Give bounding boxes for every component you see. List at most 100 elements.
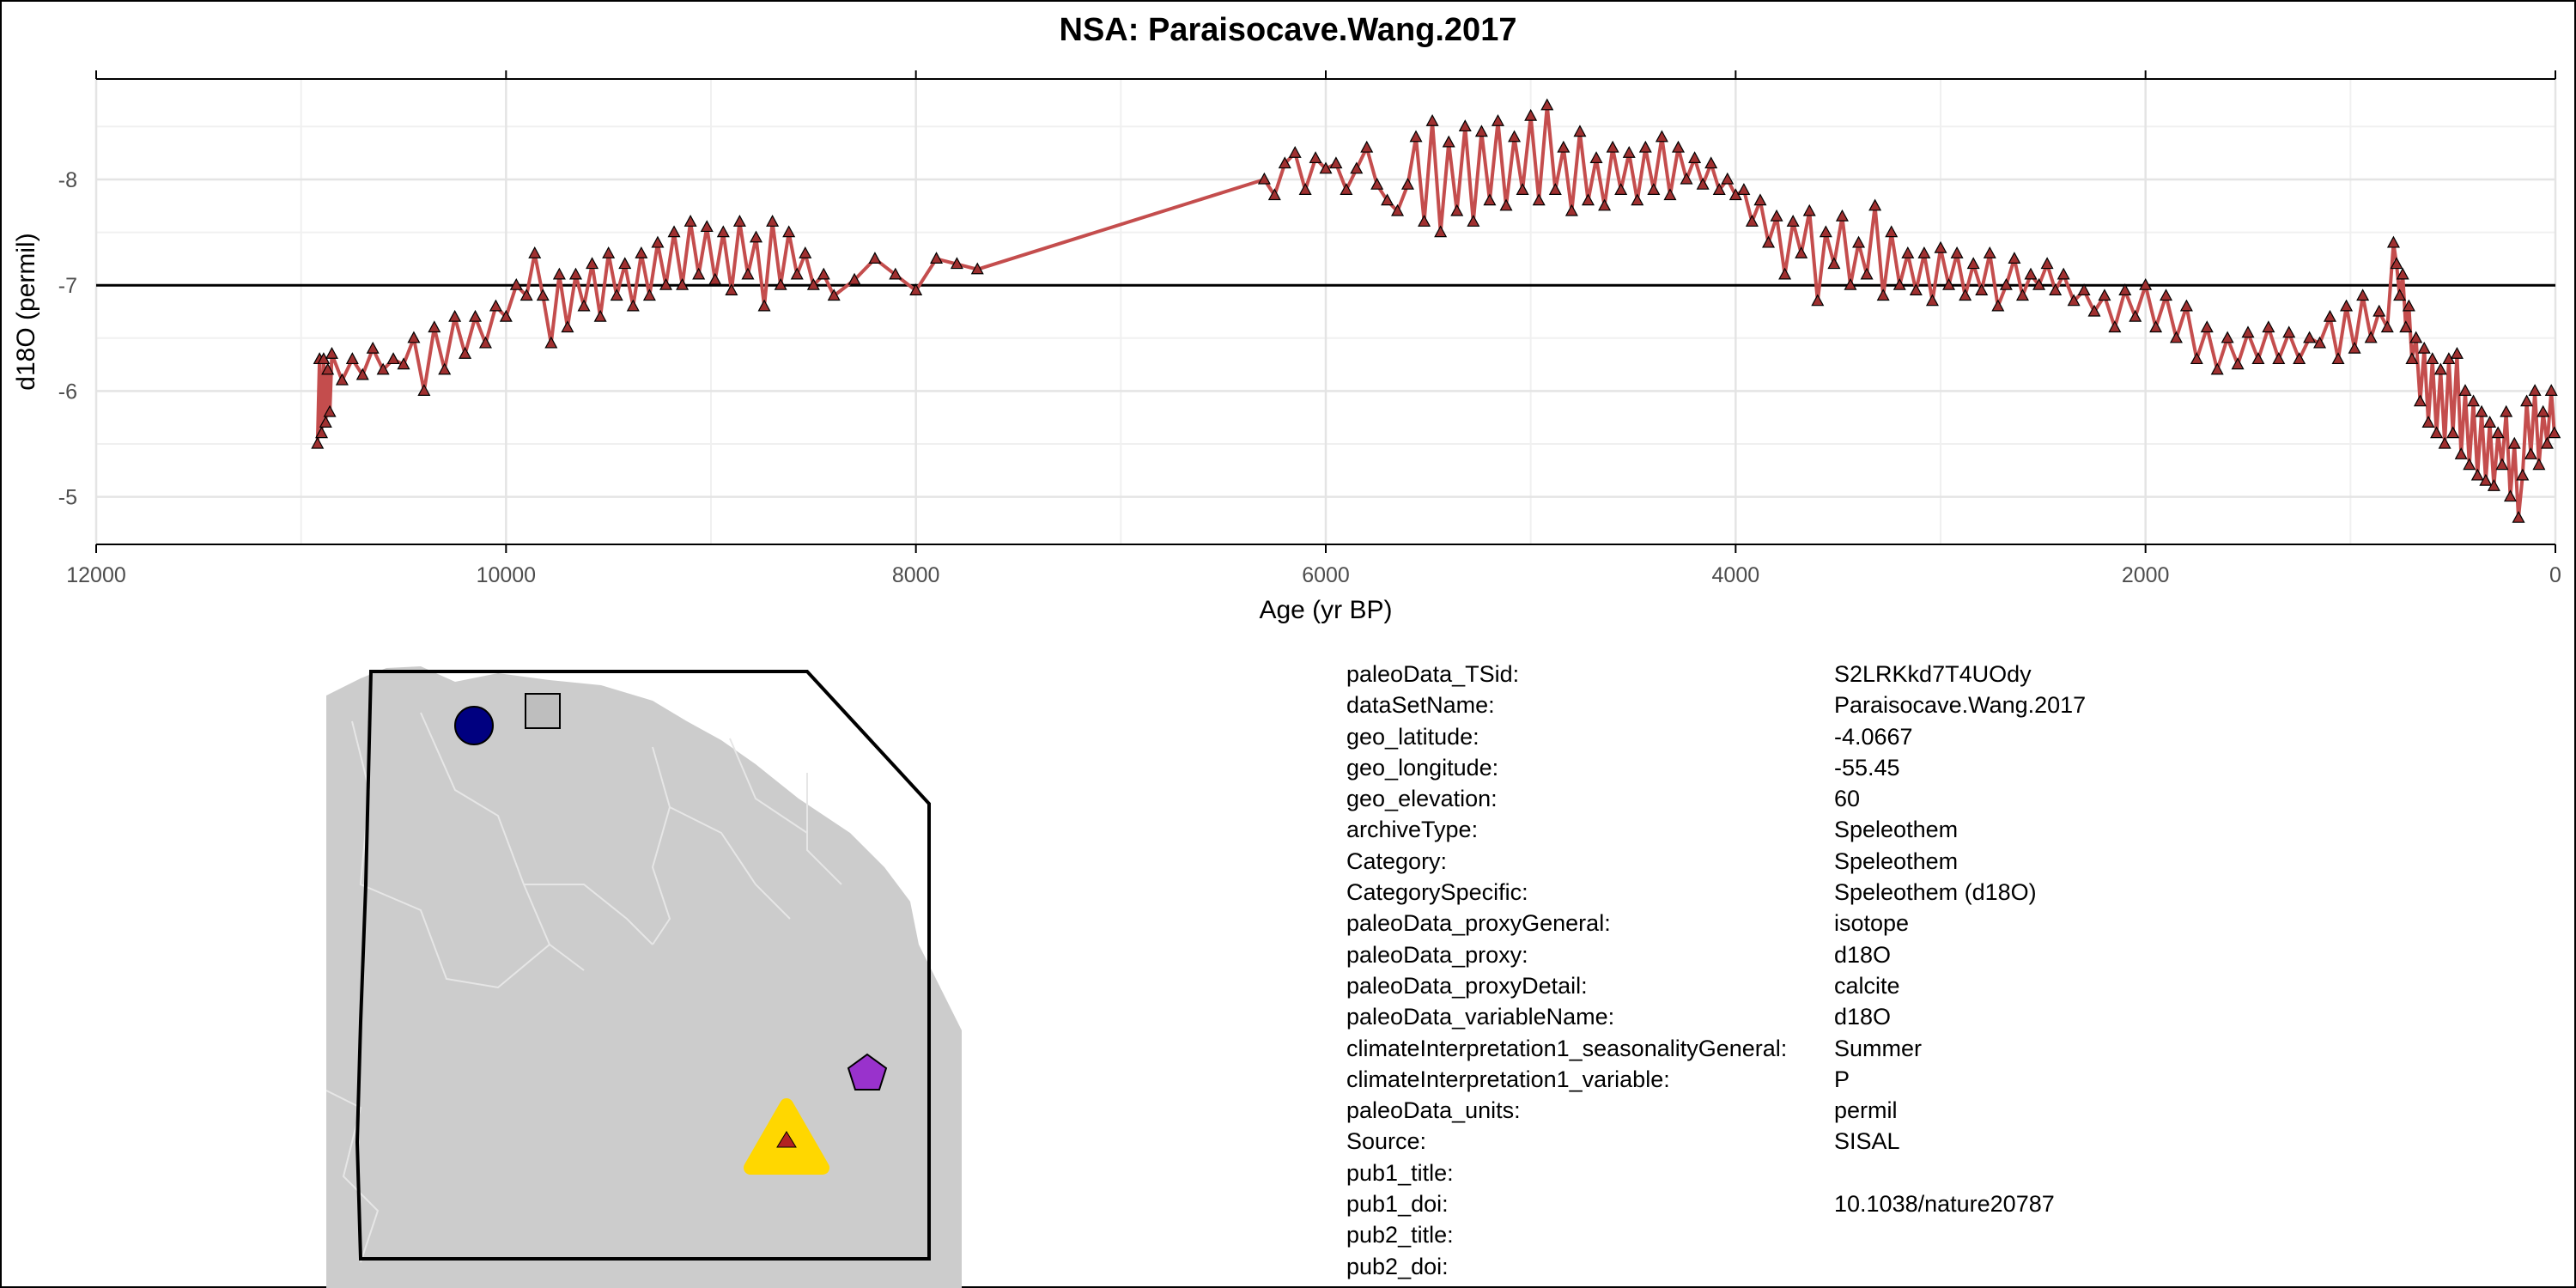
metadata-key: Category: xyxy=(1346,848,1448,874)
data-point xyxy=(2057,267,2070,280)
data-point xyxy=(1409,130,1423,143)
data-point xyxy=(2544,384,2558,396)
metadata-row: geo_latitude: -4.0667 xyxy=(1346,721,2257,752)
data-point xyxy=(1762,235,1776,248)
data-point xyxy=(2303,331,2317,343)
metadata-value: P xyxy=(1834,1066,1850,1092)
data-point xyxy=(1483,193,1497,206)
data-point xyxy=(1885,225,1899,238)
data-point xyxy=(806,277,820,290)
x-tick-label: 6000 xyxy=(1302,563,1350,587)
metadata-key: pub1_doi: xyxy=(1346,1191,1449,1218)
land-mass xyxy=(326,666,962,1288)
data-point xyxy=(2495,458,2509,471)
data-point xyxy=(635,246,648,258)
data-point xyxy=(1950,246,1964,258)
data-point xyxy=(970,262,984,275)
metadata-table: paleoData_TSid: S2LRKkd7T4UOdy dataSetName… xyxy=(1346,659,2257,1282)
data-point xyxy=(1418,215,1431,227)
data-point xyxy=(2221,331,2234,343)
metadata-value: Speleothem xyxy=(1834,848,1959,874)
metadata-value xyxy=(1834,1219,2257,1250)
data-point xyxy=(2179,299,2193,312)
data-point xyxy=(1581,193,1595,206)
data-point xyxy=(386,352,400,365)
data-point xyxy=(1589,151,1603,163)
data-point xyxy=(2231,357,2245,370)
data-point xyxy=(2348,341,2361,354)
data-point xyxy=(1319,161,1333,174)
data-point xyxy=(2405,352,2419,365)
x-tick-label: 0 xyxy=(2549,563,2561,587)
y-tick-label: -8 xyxy=(58,168,77,192)
data-point xyxy=(2098,289,2111,301)
data-point xyxy=(602,246,616,258)
data-point xyxy=(1391,204,1405,216)
metadata-row: Category: Speleothem xyxy=(1346,846,2257,877)
data-point xyxy=(561,320,574,333)
data-point xyxy=(1688,151,1702,163)
data-point xyxy=(1631,193,1644,206)
data-point xyxy=(2169,331,2183,343)
data-point xyxy=(478,336,492,349)
metadata-row: paleoData_proxyGeneral: isotope xyxy=(1346,908,2257,939)
data-point xyxy=(568,267,582,280)
data-point xyxy=(1901,246,1915,258)
data-point xyxy=(1680,172,1693,185)
metadata-row: climateInterpretation1_seasonalityGenera… xyxy=(1346,1033,2257,1064)
metadata-row: archiveType: Speleothem xyxy=(1346,814,2257,845)
data-point xyxy=(2077,283,2091,295)
data-point xyxy=(2532,458,2546,471)
data-point xyxy=(1450,204,1464,216)
data-point xyxy=(2402,299,2415,312)
data-point xyxy=(2393,289,2407,301)
data-point xyxy=(2458,384,2472,396)
data-point xyxy=(1573,125,1587,137)
metadata-key: paleoData_units: xyxy=(1346,1097,1521,1124)
data-point xyxy=(2500,404,2513,417)
x-tick-label: 8000 xyxy=(892,563,940,587)
data-point xyxy=(2251,352,2265,365)
data-point xyxy=(586,257,599,270)
data-point xyxy=(1434,225,1448,238)
data-point xyxy=(708,272,722,285)
data-point xyxy=(428,320,441,333)
data-point xyxy=(499,309,513,322)
data-point xyxy=(407,331,421,343)
data-point xyxy=(2409,331,2423,343)
data-point xyxy=(2537,404,2550,417)
data-point xyxy=(1917,246,1931,258)
data-point xyxy=(417,384,431,396)
data-point xyxy=(519,289,533,301)
data-point xyxy=(2356,289,2370,301)
data-point xyxy=(2032,277,2046,290)
data-point xyxy=(2386,235,2400,248)
site-marker-square xyxy=(525,693,561,729)
metadata-value xyxy=(1834,1157,2257,1188)
data-point xyxy=(1400,177,1414,190)
metadata-row: pub2_doi: xyxy=(1346,1251,2257,1282)
data-point xyxy=(323,404,337,417)
data-point xyxy=(2340,299,2354,312)
data-point xyxy=(1811,294,1825,307)
metadata-row: paleoData_variableName: d18O xyxy=(1346,1001,2257,1032)
metadata-value: Speleothem (d18O) xyxy=(1834,879,2037,906)
metadata-key: CategorySpecific: xyxy=(1346,879,1528,906)
data-point xyxy=(2433,362,2447,375)
data-point xyxy=(2503,489,2518,502)
data-point xyxy=(2540,436,2554,449)
data-point xyxy=(1340,183,1353,195)
data-point xyxy=(2396,267,2409,280)
data-point xyxy=(827,289,841,301)
metadata-value: SISAL xyxy=(1834,1128,1900,1155)
data-point xyxy=(2149,320,2163,333)
data-point xyxy=(536,289,550,301)
data-point xyxy=(774,277,787,290)
data-point xyxy=(1655,130,1668,143)
country-borders xyxy=(326,712,842,1263)
metadata-value: d18O xyxy=(1834,941,1892,968)
data-point xyxy=(817,267,830,280)
data-point xyxy=(2160,289,2173,301)
metadata-key: paleoData_TSid: xyxy=(1346,661,1520,687)
